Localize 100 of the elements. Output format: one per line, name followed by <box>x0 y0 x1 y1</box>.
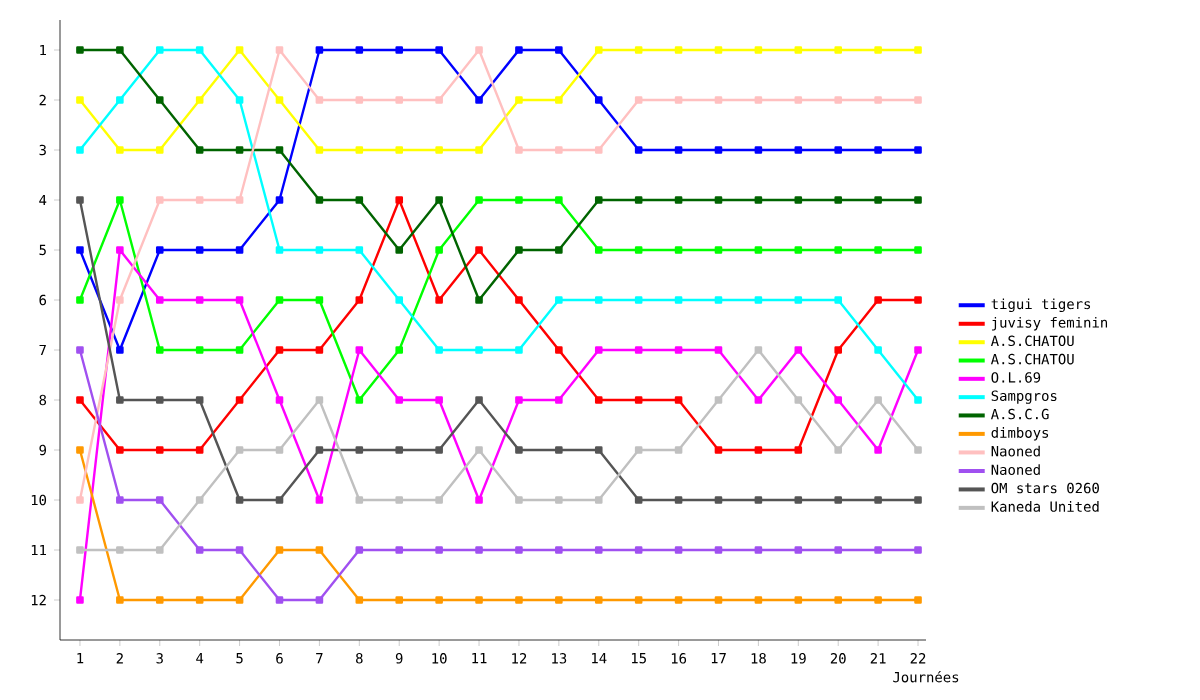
point <box>754 546 763 554</box>
point <box>395 296 404 304</box>
point <box>116 446 124 454</box>
point <box>515 396 523 404</box>
point <box>794 246 803 254</box>
point <box>116 246 124 254</box>
point <box>395 596 404 604</box>
point <box>315 446 324 454</box>
point <box>594 546 603 554</box>
point <box>914 596 922 604</box>
point <box>555 46 563 54</box>
point <box>116 346 124 354</box>
point <box>794 196 803 204</box>
point <box>195 246 204 254</box>
point <box>674 96 683 104</box>
point <box>594 46 603 54</box>
point <box>674 196 683 204</box>
point <box>914 146 922 154</box>
point <box>834 346 843 354</box>
point <box>754 46 763 54</box>
point <box>435 396 443 404</box>
point <box>834 296 843 304</box>
point <box>634 246 643 254</box>
point <box>275 96 284 104</box>
point <box>155 346 164 354</box>
point <box>794 346 803 354</box>
point <box>355 246 364 254</box>
point <box>475 46 483 54</box>
point <box>674 146 683 154</box>
point <box>634 396 643 404</box>
point <box>315 96 324 104</box>
point <box>794 46 803 54</box>
point <box>555 596 563 604</box>
point <box>555 146 563 154</box>
point <box>435 446 443 454</box>
point <box>674 596 683 604</box>
point <box>475 396 483 404</box>
point <box>116 146 124 154</box>
point <box>634 596 643 604</box>
point <box>435 146 443 154</box>
point <box>834 396 843 404</box>
point <box>395 446 404 454</box>
point <box>435 496 443 504</box>
point <box>116 596 124 604</box>
point <box>515 246 523 254</box>
point <box>475 596 483 604</box>
point <box>674 296 683 304</box>
point <box>395 46 404 54</box>
point <box>874 196 882 204</box>
point <box>794 596 803 604</box>
point <box>555 196 563 204</box>
point <box>355 196 364 204</box>
point <box>435 196 443 204</box>
point <box>116 396 124 404</box>
point <box>155 596 164 604</box>
point <box>515 196 523 204</box>
point <box>195 396 204 404</box>
point <box>714 596 723 604</box>
point <box>395 96 404 104</box>
point <box>395 196 404 204</box>
point <box>914 346 922 354</box>
point <box>914 546 922 554</box>
point <box>594 396 603 404</box>
point <box>355 346 364 354</box>
point <box>275 246 284 254</box>
point <box>874 246 882 254</box>
point <box>874 546 882 554</box>
point <box>116 496 124 504</box>
point <box>475 346 483 354</box>
point <box>315 546 324 554</box>
point <box>475 296 483 304</box>
point <box>634 96 643 104</box>
point <box>155 46 164 54</box>
point <box>475 96 483 104</box>
point <box>555 496 563 504</box>
point <box>594 196 603 204</box>
point <box>754 296 763 304</box>
point <box>754 96 763 104</box>
point <box>874 346 882 354</box>
point <box>275 196 284 204</box>
point <box>395 396 404 404</box>
point <box>235 196 244 204</box>
point <box>634 196 643 204</box>
point <box>874 46 882 54</box>
point <box>355 46 364 54</box>
point <box>76 246 84 254</box>
point <box>515 346 523 354</box>
point <box>634 446 643 454</box>
point <box>674 246 683 254</box>
point <box>275 496 284 504</box>
point <box>395 546 404 554</box>
point <box>116 296 124 304</box>
point <box>914 196 922 204</box>
point <box>634 146 643 154</box>
point <box>634 346 643 354</box>
point <box>515 96 523 104</box>
point <box>435 246 443 254</box>
point <box>914 296 922 304</box>
point <box>76 296 84 304</box>
point <box>594 296 603 304</box>
